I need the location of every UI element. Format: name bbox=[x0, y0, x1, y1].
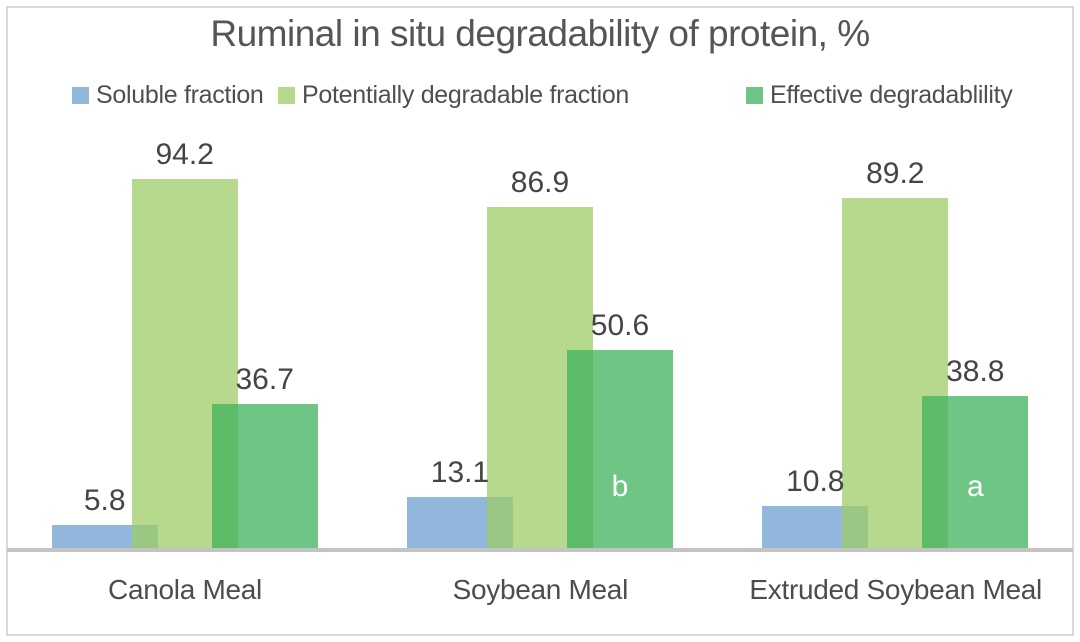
plot-area: 5.8 94.2 36.7 13.1 86.9 50.6 10.8 89.2 38.8 b a bbox=[7, 7, 1073, 548]
chart-border bbox=[6, 6, 1074, 636]
data-label: 13.1 bbox=[430, 456, 490, 489]
bar-series3-cat3 bbox=[922, 396, 1029, 548]
data-label: 10.8 bbox=[786, 465, 845, 498]
bar-series1-cat1 bbox=[51, 525, 158, 548]
legend-swatch-icon bbox=[278, 87, 295, 104]
significance-letter: b bbox=[611, 470, 629, 503]
legend-swatch-icon bbox=[746, 87, 763, 104]
data-label: 5.8 bbox=[83, 484, 126, 517]
significance-letter: a bbox=[966, 470, 984, 503]
x-axis-line bbox=[7, 548, 1073, 552]
legend-item-series3: Effective degradablility bbox=[746, 81, 1013, 110]
bar-series3-cat1 bbox=[211, 404, 318, 548]
category-label-2: Soybean Meal bbox=[452, 574, 629, 605]
chart-title: Ruminal in situ degradability of protein… bbox=[210, 13, 870, 54]
category-axis: Canola Meal Soybean Meal Extruded Soybean … bbox=[7, 574, 1073, 614]
data-label: 86.9 bbox=[510, 166, 570, 199]
data-label: 94.2 bbox=[155, 138, 214, 171]
data-label: 50.6 bbox=[590, 309, 650, 342]
legend-label: Effective degradablility bbox=[770, 81, 1013, 109]
legend-item-series2: Potentially degradable fraction bbox=[278, 81, 629, 110]
data-label: 38.8 bbox=[946, 355, 1005, 388]
category-label-3: Extruded Soybean Meal bbox=[749, 574, 1042, 605]
bar-series3-cat2 bbox=[567, 350, 673, 548]
legend-label: Soluble fraction bbox=[96, 81, 264, 109]
legend-label: Potentially degradable fraction bbox=[302, 81, 630, 109]
legend-swatch-icon bbox=[72, 87, 89, 104]
category-label-1: Canola Meal bbox=[108, 574, 262, 605]
legend-item-series1: Soluble fraction bbox=[72, 81, 264, 110]
data-label: 36.7 bbox=[235, 363, 294, 396]
data-label: 89.2 bbox=[866, 157, 925, 190]
